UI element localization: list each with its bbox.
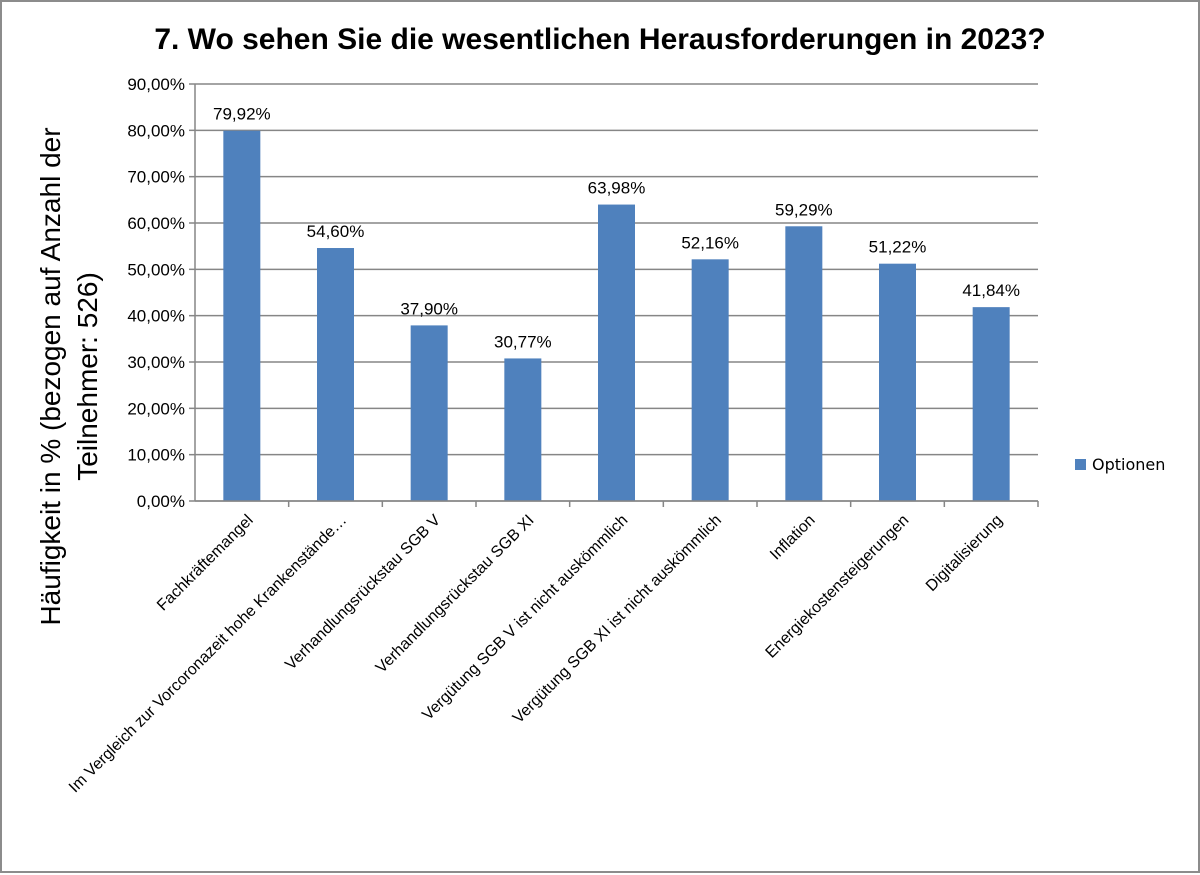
y-axis-label-line: Häufigkeit in % (bezogen auf Anzahl der — [35, 127, 66, 625]
x-tick-label: Verhandlungsrückstau SGB XI — [373, 512, 538, 677]
y-tick-label: 50,00% — [127, 260, 185, 279]
y-tick-label: 40,00% — [127, 307, 185, 326]
y-tick-label: 80,00% — [127, 121, 185, 140]
x-tick-label: Verhandlungsrückstau SGB V — [282, 512, 444, 674]
bar — [972, 307, 1010, 501]
legend: Optionen — [1075, 455, 1165, 474]
y-tick-label: 70,00% — [127, 168, 185, 187]
bar-value-label: 79,92% — [213, 105, 271, 124]
bar — [504, 358, 542, 501]
bar-value-label: 63,98% — [588, 179, 646, 198]
x-tick-label: Digitalisierung — [923, 512, 1006, 595]
bar — [598, 204, 635, 501]
bar-value-label: 41,84% — [962, 281, 1020, 300]
x-tick-label: Vergütung SGB XI ist nicht auskömmlich — [510, 512, 725, 727]
bar — [785, 226, 823, 501]
chart-title: 7. Wo sehen Sie die wesentlichen Herausf… — [154, 23, 1045, 56]
y-tick-label: 30,00% — [127, 353, 185, 372]
legend-label: Optionen — [1092, 455, 1165, 474]
bar-value-label: 51,22% — [869, 238, 927, 257]
y-tick-label: 90,00% — [127, 75, 185, 94]
legend-swatch — [1075, 459, 1086, 470]
bar — [223, 130, 261, 502]
x-tick-label: Inflation — [767, 512, 819, 564]
y-axis-label-line: Teilnehmer: 526) — [72, 272, 103, 481]
bar — [317, 248, 354, 501]
bar-value-label: 59,29% — [775, 200, 833, 219]
y-tick-label: 20,00% — [127, 399, 185, 418]
y-tick-label: 0,00% — [137, 492, 185, 511]
y-axis-ticks: 0,00% 10,00% 20,00% 30,00% 40,00% 50,00% 60,00… — [127, 75, 185, 511]
bar — [691, 259, 729, 501]
bar-value-label: 30,77% — [494, 332, 552, 351]
bar — [879, 263, 916, 501]
bar-value-label: 52,16% — [681, 233, 739, 252]
data-labels: 79,92% 54,60% 37,90% 30,77% 63,98% 52,16% 59,2… — [213, 105, 1020, 352]
bar-value-label: 37,90% — [400, 299, 458, 318]
bar-value-label: 54,60% — [307, 222, 365, 241]
y-axis-label: Häufigkeit in % (bezogen auf Anzahl der T… — [35, 127, 103, 625]
x-tick-label: Fachkräftemangel — [154, 512, 257, 615]
y-tick-label: 10,00% — [127, 446, 185, 465]
bars — [223, 130, 1010, 502]
bar — [410, 325, 448, 501]
y-tick-label: 60,00% — [127, 214, 185, 233]
x-tick-label: Vergütung SGB V ist nicht auskömmlich — [419, 512, 631, 724]
